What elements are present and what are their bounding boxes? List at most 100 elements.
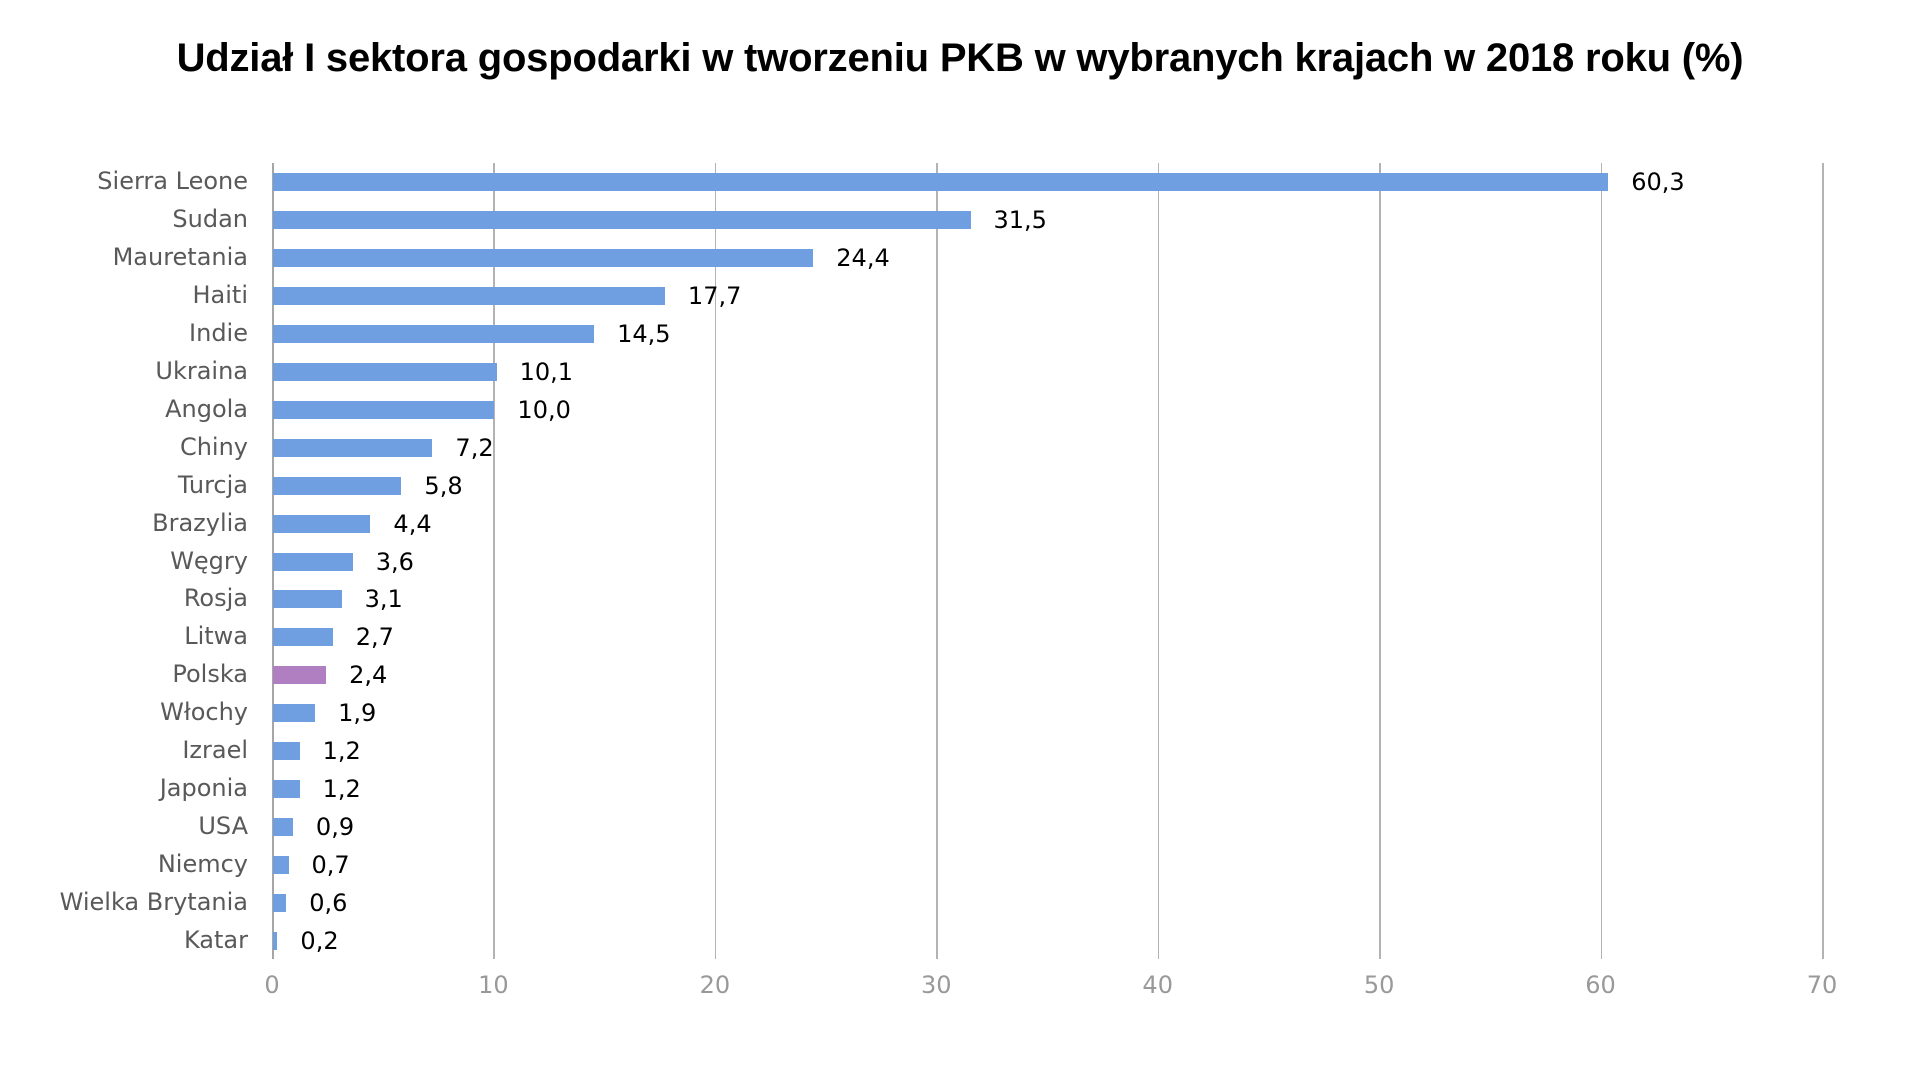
bar: [273, 324, 595, 343]
value-label: 1,2: [322, 775, 361, 804]
bar: [273, 362, 497, 381]
category-label: Japonia: [159, 774, 248, 803]
bar-row: Angola 10,0: [165, 391, 1822, 429]
bar-row: Turcja 5,8: [178, 467, 1822, 505]
bar: [273, 894, 287, 913]
value-label: 0,7: [311, 851, 350, 880]
bar: [273, 552, 353, 571]
value-label: 4,4: [393, 509, 432, 538]
value-label: 5,8: [424, 471, 463, 500]
bar-row: Katar 0,2: [184, 922, 1822, 960]
category-label: Włochy: [160, 698, 248, 727]
bar-row: Japonia 1,2: [160, 770, 1822, 808]
chart-title: Udział I sektora gospodarki w tworzeniu …: [176, 36, 1744, 80]
category-label: Haiti: [192, 280, 249, 309]
bar: [273, 818, 293, 837]
bar: [273, 438, 433, 457]
bar: [273, 173, 1609, 191]
bar-row: Włochy 1,9: [160, 694, 1822, 732]
category-label: Turcja: [177, 470, 248, 499]
gridline: [493, 163, 495, 959]
x-tick-label: 10: [478, 971, 509, 999]
bar-row: Wielka Brytania 0,6: [60, 884, 1822, 922]
value-label: 3,6: [375, 547, 414, 576]
value-label: 17,7: [687, 281, 742, 310]
value-label: 24,4: [836, 243, 890, 272]
category-label: Litwa: [184, 622, 248, 651]
x-tick-label: 0: [264, 971, 280, 999]
bar-row: Niemcy 0,7: [158, 846, 1822, 884]
category-label: Angola: [165, 394, 248, 423]
value-label: 0,9: [315, 813, 355, 842]
x-tick-label: 30: [921, 971, 952, 999]
bar-row: Węgry 3,6: [170, 543, 1822, 581]
gridline: [714, 163, 717, 959]
bar-row: Izrael 1,2: [182, 732, 1822, 770]
value-label: 1,9: [338, 699, 377, 728]
gridline: [1379, 163, 1381, 959]
value-label: 0,6: [309, 889, 348, 918]
bar: [273, 666, 327, 685]
x-tick-label: 40: [1142, 971, 1173, 999]
x-tick-label: 60: [1585, 971, 1616, 999]
category-label: Rosja: [183, 584, 248, 613]
category-label: Chiny: [179, 432, 248, 461]
value-label: 2,4: [349, 661, 388, 690]
category-label: Sudan: [172, 204, 248, 233]
bar-row: Haiti 17,7: [193, 277, 1822, 315]
x-tick-label: 50: [1363, 971, 1395, 999]
category-label: Węgry: [170, 546, 248, 575]
category-label: Polska: [172, 660, 248, 689]
value-label: 3,1: [364, 585, 403, 614]
bar: [273, 476, 402, 495]
bar: [273, 628, 333, 647]
gridline: [1600, 163, 1603, 959]
bar: [273, 590, 342, 609]
bar: [273, 742, 300, 761]
category-label: Niemcy: [157, 850, 248, 879]
gridline: [272, 163, 274, 959]
bar-row: Indie 14,5: [189, 315, 1822, 353]
bar-row: Ukraina 10,1: [155, 353, 1822, 391]
category-label: Wielka Brytania: [59, 888, 248, 917]
bar: [273, 932, 278, 950]
bar-row: USA 0,9: [198, 808, 1822, 846]
bar-row: Mauretania 24,4: [113, 239, 1822, 277]
category-label: Sierra Leone: [97, 167, 248, 195]
value-label: 0,2: [300, 927, 339, 955]
bar: [273, 286, 665, 305]
bar: [273, 780, 300, 799]
value-label: 60,3: [1631, 168, 1685, 196]
gridline: [936, 163, 938, 959]
value-label: 10,1: [519, 357, 574, 386]
bar-row: Litwa 2,7: [184, 618, 1822, 656]
bar: [273, 400, 495, 419]
bar-row: Sierra Leone 60,3: [97, 163, 1822, 201]
bar: [273, 704, 316, 723]
value-label: 10,0: [517, 395, 571, 424]
value-label: 2,7: [355, 623, 394, 652]
category-label: Brazylia: [152, 508, 248, 537]
bar-row: Rosja 3,1: [184, 580, 1822, 618]
category-label: USA: [198, 812, 248, 841]
bar-row: Sudan 31,5: [172, 201, 1822, 239]
bar: [273, 514, 371, 533]
category-label: Indie: [189, 318, 248, 347]
gridline: [1157, 163, 1160, 959]
bar-row: Polska 2,4: [172, 656, 1822, 694]
bar: [273, 248, 814, 267]
value-label: 7,2: [455, 433, 494, 462]
gridline: [1822, 163, 1824, 959]
x-tick-label: 20: [699, 971, 731, 999]
bar-row: Brazylia 4,4: [152, 505, 1822, 543]
category-label: Katar: [183, 926, 248, 954]
category-label: Mauretania: [112, 242, 248, 271]
category-label: Ukraina: [155, 356, 248, 385]
x-tick-label: 70: [1806, 971, 1838, 999]
value-label: 31,5: [993, 205, 1047, 234]
bar-row: Chiny 7,2: [180, 429, 1822, 467]
category-label: Izrael: [182, 736, 248, 765]
value-label: 14,5: [617, 319, 671, 348]
value-label: 1,2: [322, 737, 361, 766]
bar: [273, 210, 971, 229]
